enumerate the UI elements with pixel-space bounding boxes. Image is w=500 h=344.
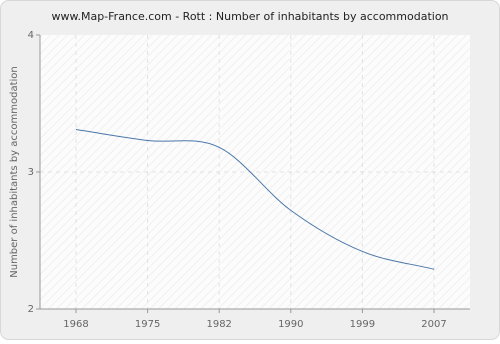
plot-area	[40, 35, 470, 309]
x-tick-label: 1999	[350, 319, 375, 330]
x-tick-label: 1968	[63, 319, 88, 330]
y-tick-label: 3	[28, 167, 34, 178]
x-tick-label: 1982	[206, 319, 231, 330]
y-tick-label: 4	[28, 30, 34, 41]
y-tick-label: 2	[28, 304, 34, 315]
x-tick-label: 1975	[135, 319, 160, 330]
x-tick-label: 2007	[421, 319, 446, 330]
x-tick-label: 1990	[278, 319, 303, 330]
line	[75, 129, 435, 270]
y-axis-label: Number of inhabitants by accommodation	[9, 66, 20, 278]
chart-title: www.Map-France.com - Rott : Number of in…	[51, 10, 448, 23]
